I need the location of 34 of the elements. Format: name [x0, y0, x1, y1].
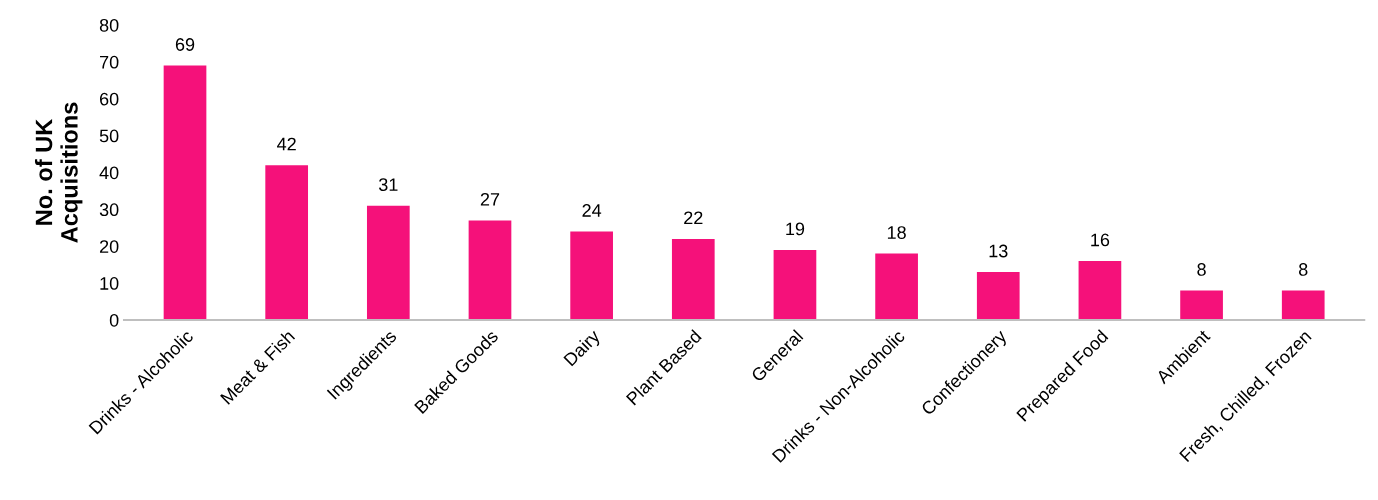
- data-label: 69: [175, 38, 195, 51]
- bar: [671, 238, 715, 320]
- bar: [773, 249, 817, 320]
- bar: [1281, 290, 1325, 320]
- y-tick-label: 30: [99, 203, 119, 217]
- data-label: 22: [684, 211, 703, 225]
- bar: [163, 65, 207, 320]
- data-label: 24: [582, 204, 602, 217]
- data-label: 31: [378, 178, 398, 192]
- data-label: 8: [1298, 263, 1308, 276]
- y-tick-label: 20: [99, 240, 119, 253]
- y-tick-label: 50: [99, 129, 119, 143]
- y-tick-label: 0: [109, 313, 119, 327]
- y-tick-label: 40: [99, 166, 119, 180]
- data-label: 27: [480, 192, 500, 206]
- y-tick-label: 60: [99, 92, 119, 106]
- y-tick-label: 10: [100, 277, 119, 290]
- data-label: 19: [786, 222, 805, 236]
- bar: [1180, 290, 1223, 320]
- bar: [976, 272, 1020, 320]
- bar: [1078, 261, 1122, 320]
- bar: [875, 253, 918, 320]
- data-label: 13: [989, 244, 1008, 258]
- y-tick-label: 70: [100, 55, 119, 69]
- data-label: 42: [277, 137, 296, 151]
- bar: [366, 205, 410, 320]
- data-label: 8: [1197, 263, 1206, 276]
- data-label: 18: [887, 226, 906, 239]
- bar: [265, 165, 309, 320]
- y-tick-label: 80: [99, 18, 119, 32]
- bar: [570, 231, 613, 320]
- bar: [468, 220, 512, 320]
- y-axis-title: No. of UK Acquisitions: [34, 102, 83, 243]
- data-label: 16: [1091, 233, 1110, 247]
